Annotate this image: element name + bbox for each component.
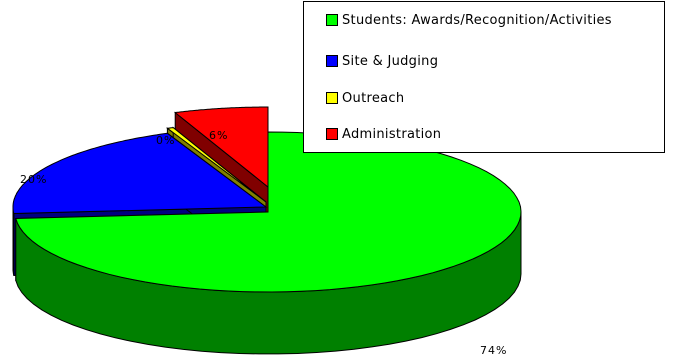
legend-swatch-administration [326, 128, 338, 140]
legend-item-outreach: Outreach [326, 90, 404, 106]
data-label-administration: 6% [209, 129, 228, 142]
legend-label-outreach: Outreach [342, 90, 405, 106]
legend-item-site-judging: Site & Judging [326, 53, 438, 69]
data-label-outreach: 0% [156, 134, 175, 147]
legend-label-site-judging: Site & Judging [342, 53, 439, 69]
slice-students [15, 131, 522, 355]
legend-swatch-outreach [326, 92, 338, 104]
legend-item-administration: Administration [326, 126, 441, 142]
data-label-site-judging: 20% [20, 173, 47, 186]
slice-side-site-judging [12, 207, 15, 276]
slice-top-outreach [165, 127, 267, 203]
legend-swatch-site-judging [326, 55, 338, 67]
slice-top-administration [174, 106, 269, 189]
legend-label-students: Students: Awards/Recognition/Activities [342, 12, 612, 28]
legend-item-students: Students: Awards/Recognition/Activities [326, 12, 612, 28]
data-label-students: 74% [480, 344, 507, 357]
legend-swatch-students [326, 14, 338, 26]
legend-label-administration: Administration [342, 126, 442, 142]
slice-top-site-judging [12, 132, 268, 215]
legend: Students: Awards/Recognition/Activities … [303, 1, 665, 153]
